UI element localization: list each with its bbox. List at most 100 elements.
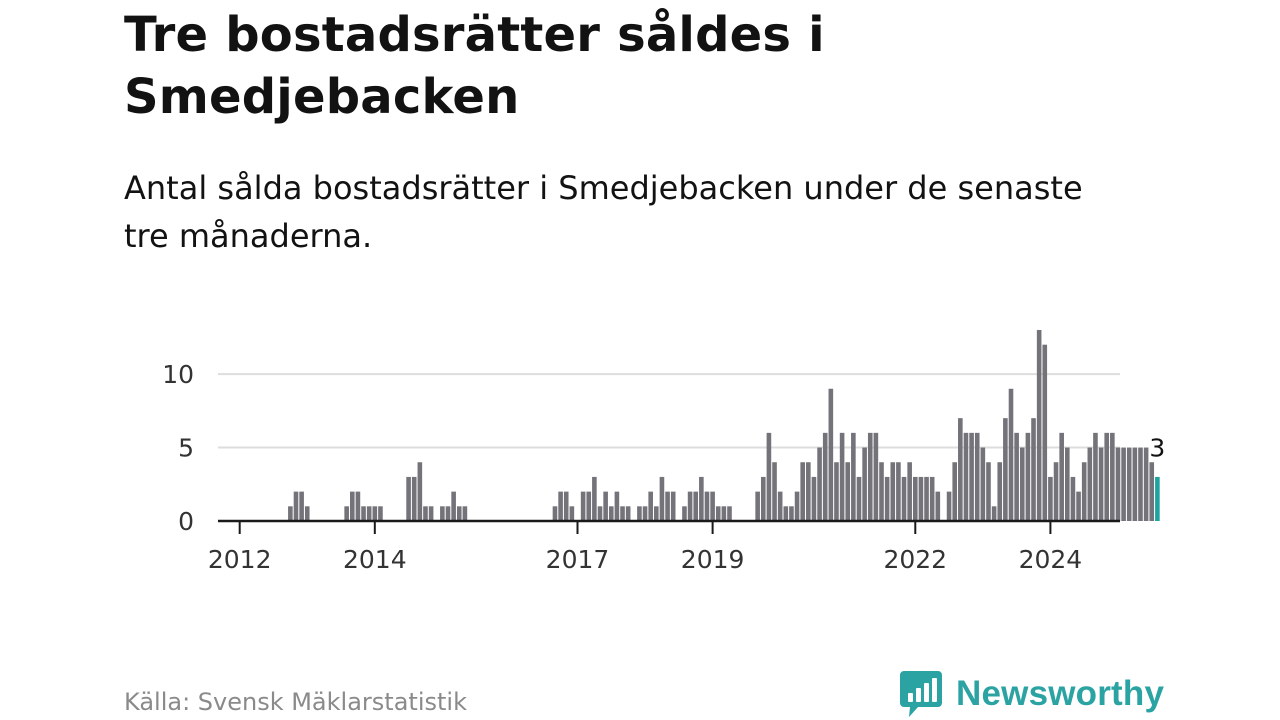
bar	[772, 462, 777, 521]
bar	[642, 506, 648, 521]
bar	[715, 506, 721, 521]
bar	[991, 506, 997, 521]
bar	[586, 491, 592, 521]
bar	[366, 506, 372, 521]
bar	[969, 432, 974, 521]
y-tick-label: 0	[178, 507, 194, 536]
bar	[1070, 476, 1076, 521]
bar	[1065, 447, 1070, 521]
newsworthy-logo-icon	[900, 671, 942, 717]
bar	[1048, 476, 1053, 521]
bar	[755, 491, 760, 521]
bar	[929, 476, 935, 521]
bar	[417, 462, 423, 521]
bar	[884, 476, 890, 521]
bar	[603, 491, 608, 521]
bar	[727, 506, 732, 521]
bar	[569, 506, 575, 521]
bar	[828, 388, 834, 521]
bar	[839, 432, 845, 521]
bar	[608, 506, 614, 521]
bar	[873, 432, 879, 521]
bar	[783, 506, 789, 521]
bar	[659, 476, 665, 521]
bar	[896, 462, 901, 521]
bar	[445, 506, 451, 521]
x-tick-label: 2014	[343, 545, 407, 574]
brand-logo[interactable]: Newsworthy	[900, 670, 1164, 718]
bar	[1104, 432, 1110, 521]
bar	[952, 462, 957, 521]
y-axis-labels: 0 5 10	[162, 360, 194, 536]
bar	[597, 506, 603, 521]
bar	[901, 476, 907, 521]
bar	[721, 506, 727, 521]
bar	[789, 506, 794, 521]
bar	[552, 506, 558, 521]
bar	[1025, 432, 1031, 521]
bar	[293, 491, 299, 521]
bar	[1036, 330, 1042, 521]
bar	[1003, 418, 1008, 521]
highlight-bar	[1155, 476, 1160, 521]
bar	[563, 491, 569, 521]
bar	[1098, 447, 1104, 521]
bar	[592, 476, 597, 521]
bar	[670, 491, 676, 521]
bar	[620, 506, 625, 521]
bar	[800, 462, 805, 521]
bar	[355, 491, 361, 521]
bar	[1115, 447, 1121, 521]
bar	[974, 432, 980, 521]
bar	[817, 447, 822, 521]
x-tick-label: 2017	[546, 545, 610, 574]
bar	[907, 462, 912, 521]
bar	[1093, 432, 1098, 521]
bar	[1014, 432, 1019, 521]
bar	[946, 491, 952, 521]
bar	[834, 462, 839, 521]
bar	[304, 506, 310, 521]
bar	[580, 491, 586, 521]
brand-name: Newsworthy	[956, 674, 1165, 713]
bar	[958, 418, 963, 521]
bar	[1126, 447, 1132, 521]
bars	[288, 330, 1160, 521]
bar-chart: 0 5 10 2012 2014 2017 2019 2022 2024 3	[162, 330, 1165, 574]
x-axis: 2012 2014 2017 2019 2022 2024	[208, 519, 1120, 574]
bar	[879, 462, 884, 521]
bar	[648, 491, 653, 521]
bar	[963, 432, 969, 521]
bar	[986, 462, 991, 521]
bar	[299, 491, 304, 521]
bar	[406, 476, 411, 521]
bar	[1031, 418, 1036, 521]
bar	[558, 491, 563, 521]
x-tick-label: 2012	[208, 545, 272, 574]
bar	[614, 491, 620, 521]
bar	[1149, 462, 1155, 521]
bar	[924, 476, 929, 521]
bar	[654, 506, 659, 521]
bar	[766, 432, 772, 521]
bar	[1019, 447, 1025, 521]
bar	[456, 506, 462, 521]
highlight-value-label: 3	[1149, 434, 1165, 463]
bar	[851, 432, 856, 521]
bar	[1138, 447, 1143, 521]
y-tick-label: 5	[178, 434, 194, 463]
gridlines	[218, 373, 1120, 449]
x-tick-label: 2019	[681, 545, 745, 574]
chart-subtitle: Antal sålda bostadsrätter i Smedjebacken…	[124, 169, 1083, 255]
bar	[451, 491, 456, 521]
bar	[699, 476, 704, 521]
x-tick-label: 2022	[883, 545, 947, 574]
bar	[625, 506, 631, 521]
bar	[890, 462, 896, 521]
bar	[704, 491, 710, 521]
bar	[777, 491, 783, 521]
bar	[411, 476, 417, 521]
bar	[794, 491, 800, 521]
bar	[918, 476, 924, 521]
bar	[372, 506, 378, 521]
